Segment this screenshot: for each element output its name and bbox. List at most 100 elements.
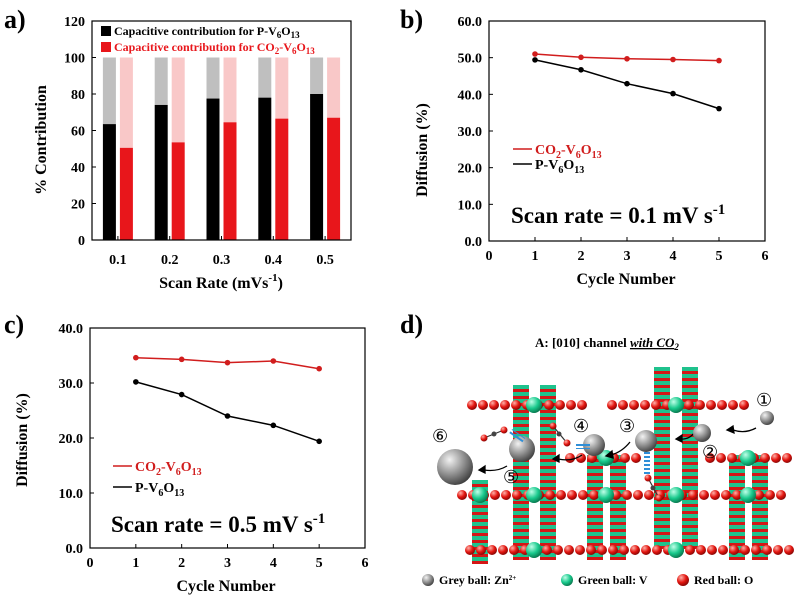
- vo-column-stripe: [472, 529, 488, 533]
- data-point-co2: [670, 56, 676, 63]
- x-tick-label: 4: [670, 249, 677, 264]
- vo-column-stripe: [540, 424, 556, 427]
- bar-remainder-co2: [327, 57, 341, 118]
- vo-column-stripe: [752, 518, 768, 522]
- vanadium-atom: [472, 487, 488, 503]
- vo-column-stripe: [587, 529, 603, 532]
- vo-column-stripe: [654, 409, 670, 413]
- arrow-3-head: [604, 449, 614, 459]
- vanadium-atom: [668, 397, 684, 413]
- oxygen-atom: [619, 545, 629, 555]
- vo-column-stripe: [654, 521, 670, 525]
- vo-column-stripe: [513, 396, 529, 399]
- vo-column-stripe: [752, 532, 768, 536]
- vanadium-atom: [526, 542, 542, 558]
- oxygen-atom: [760, 453, 770, 463]
- vo-column-stripe: [472, 533, 488, 536]
- y-tick-label: 0.0: [465, 235, 483, 250]
- legend-label-p: Capacitive contribution for P-V6O13: [114, 24, 300, 40]
- vo-column-stripe: [610, 462, 626, 466]
- vo-column-stripe: [654, 423, 670, 427]
- vo-column-stripe: [513, 487, 529, 490]
- vo-column-stripe: [540, 543, 556, 546]
- vo-column-stripe: [729, 522, 745, 525]
- vo-column-stripe: [654, 416, 670, 420]
- vo-column-stripe: [540, 525, 556, 529]
- data-point-co2: [578, 54, 584, 61]
- vo-column-stripe: [729, 518, 745, 522]
- vo-column-stripe: [752, 487, 768, 490]
- y-tick-label: 20.0: [458, 162, 483, 177]
- vo-column-stripe: [729, 483, 745, 487]
- vo-column-stripe: [513, 480, 529, 483]
- vo-column-stripe: [682, 423, 698, 427]
- vo-column-stripe: [682, 395, 698, 399]
- panel-label-b: b): [400, 5, 423, 34]
- vo-column-stripe: [587, 483, 603, 487]
- vo-column-stripe: [472, 512, 488, 515]
- legend-green-ball: [561, 574, 573, 586]
- vo-column-stripe: [587, 522, 603, 525]
- chart-c-annotation: Scan rate = 0.5 mV s-1: [111, 511, 325, 537]
- chart-b-series: [532, 51, 722, 112]
- vo-column-stripe: [610, 487, 626, 490]
- vo-column-stripe: [610, 480, 626, 483]
- vo-column-stripe: [654, 469, 670, 472]
- oxygen-atom: [762, 545, 772, 555]
- bar-p: [310, 94, 324, 240]
- x-tick-label: 2: [178, 556, 185, 571]
- arrow-1: [732, 427, 757, 433]
- vo-column-stripe: [682, 507, 698, 511]
- vo-column-stripe: [654, 518, 670, 521]
- vo-column-stripe: [752, 529, 768, 532]
- vo-column-stripe: [654, 392, 670, 395]
- vo-column-stripe: [540, 501, 556, 504]
- vo-column-stripe: [472, 540, 488, 543]
- oxygen-atom: [586, 545, 596, 555]
- vo-column-stripe: [513, 543, 529, 546]
- vo-column-stripe: [513, 557, 529, 560]
- vo-column-stripe: [654, 448, 670, 451]
- vo-column-stripe: [610, 557, 626, 560]
- co2-molecule: [644, 474, 663, 502]
- x-tick-label: 4: [270, 556, 277, 571]
- x-tick-label: 0.4: [265, 253, 283, 268]
- oxygen-atom: [553, 545, 563, 555]
- vo-column-stripe: [682, 458, 698, 462]
- vo-column-stripe: [654, 514, 670, 518]
- vo-column-stripe: [587, 504, 603, 508]
- vo-column-stripe: [682, 392, 698, 395]
- oxygen-atom: [564, 545, 574, 555]
- chart-c: 0 1 2 3 4 5 6 0.0 10.0 20.0 30.0 40.0 CO2-V6O13 P-V…: [14, 322, 369, 595]
- vo-column-stripe: [729, 455, 745, 459]
- vo-column-stripe: [654, 476, 670, 479]
- vo-column-stripe: [682, 521, 698, 525]
- vo-column-stripe: [682, 374, 698, 378]
- oxygen-atom: [511, 400, 521, 410]
- vo-column-stripe: [587, 487, 603, 490]
- step-3: ③: [619, 416, 635, 436]
- vo-column-stripe: [472, 554, 488, 557]
- vo-column-stripe: [654, 479, 670, 483]
- vo-column-stripe: [587, 557, 603, 560]
- oxygen-atom: [629, 400, 639, 410]
- x-tick-label: 0: [486, 249, 493, 264]
- vo-column-stripe: [654, 507, 670, 511]
- vo-column-stripe: [682, 504, 698, 507]
- vo-column-stripe: [540, 389, 556, 392]
- chart-a-bars: [102, 57, 341, 241]
- data-point-p: [532, 57, 538, 63]
- y-tick-label: 30.0: [458, 125, 483, 140]
- vo-column-stripe: [610, 525, 626, 529]
- vo-column-stripe: [682, 465, 698, 469]
- arrow-1-head: [725, 424, 735, 435]
- oxygen-atom: [716, 453, 726, 463]
- vo-column-stripe: [513, 483, 529, 487]
- oxygen-atom: [695, 400, 705, 410]
- vo-column-stripe: [752, 504, 768, 508]
- y-tick-label: 10.0: [458, 198, 483, 213]
- oxygen-atom: [544, 400, 554, 410]
- data-point-p: [270, 422, 277, 429]
- vo-column-stripe: [682, 420, 698, 423]
- vanadium-atom: [740, 487, 756, 503]
